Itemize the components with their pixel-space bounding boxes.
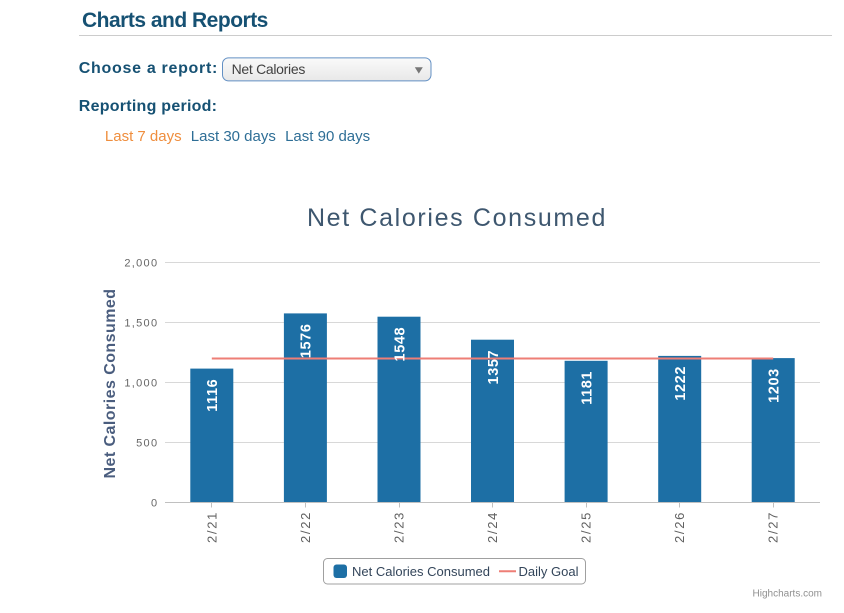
- svg-text:Net Calories Consumed: Net Calories Consumed: [102, 289, 119, 479]
- svg-text:500: 500: [136, 438, 158, 450]
- svg-text:2/23: 2/23: [392, 511, 407, 543]
- svg-text:2/21: 2/21: [204, 511, 219, 543]
- svg-text:Daily Goal: Daily Goal: [519, 564, 579, 579]
- svg-text:Last 30 days: Last 30 days: [191, 128, 276, 145]
- svg-text:2/22: 2/22: [298, 511, 313, 543]
- svg-text:Highcharts.com: Highcharts.com: [753, 589, 822, 600]
- svg-text:1576: 1576: [299, 324, 315, 359]
- svg-text:1,500: 1,500: [124, 318, 158, 330]
- svg-text:1222: 1222: [673, 366, 689, 401]
- svg-text:Net Calories Consumed: Net Calories Consumed: [307, 204, 607, 232]
- svg-text:2/25: 2/25: [579, 511, 594, 543]
- svg-text:Net Calories: Net Calories: [232, 61, 306, 77]
- svg-text:1548: 1548: [392, 327, 408, 362]
- svg-text:1,000: 1,000: [124, 378, 158, 390]
- svg-text:Net Calories Consumed: Net Calories Consumed: [352, 564, 490, 579]
- svg-text:1116: 1116: [205, 379, 221, 412]
- svg-text:1357: 1357: [486, 350, 502, 385]
- svg-text:Charts and Reports: Charts and Reports: [82, 9, 268, 32]
- svg-text:Choose a report:: Choose a report:: [79, 60, 218, 77]
- svg-text:1181: 1181: [579, 371, 595, 405]
- svg-text:0: 0: [151, 498, 158, 510]
- svg-text:Last 7 days: Last 7 days: [105, 128, 182, 145]
- svg-text:2/26: 2/26: [672, 511, 687, 543]
- svg-text:Last 90 days: Last 90 days: [285, 128, 370, 145]
- svg-text:Reporting period:: Reporting period:: [79, 98, 217, 115]
- svg-text:2/27: 2/27: [766, 511, 781, 543]
- svg-text:2,000: 2,000: [124, 258, 158, 270]
- svg-text:1203: 1203: [767, 368, 783, 403]
- svg-text:2/24: 2/24: [485, 511, 500, 543]
